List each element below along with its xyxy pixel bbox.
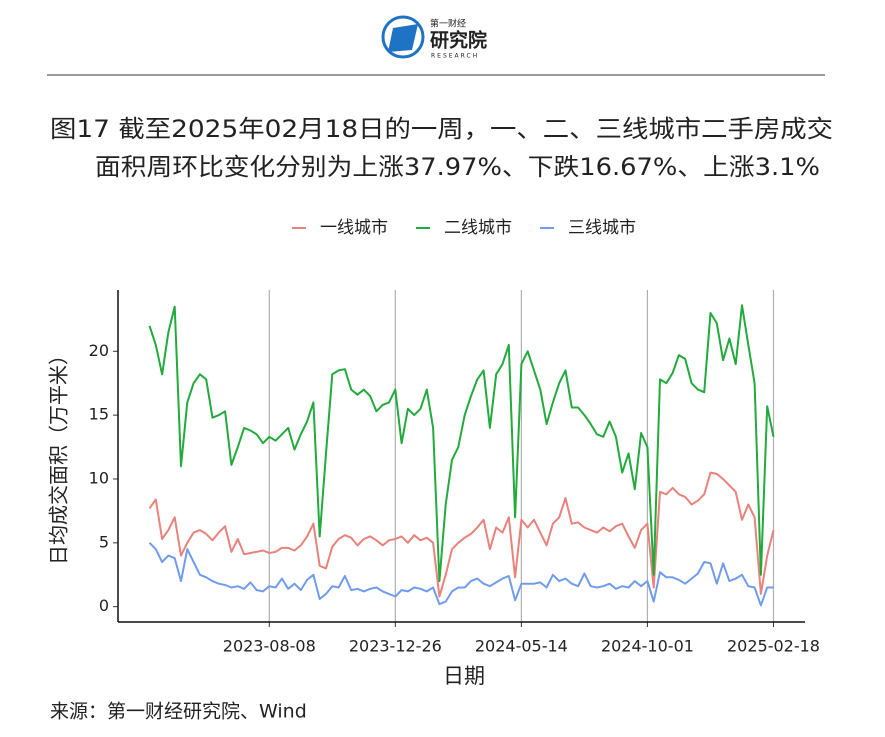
logo-mark	[388, 24, 418, 52]
legend-label: 二线城市	[444, 218, 512, 238]
y-tick-label: 20	[89, 341, 109, 360]
y-tick-label: 15	[89, 405, 109, 424]
y-tick-label: 10	[89, 468, 109, 487]
x-axis-label: 日期	[443, 664, 485, 688]
logo-text: RESEARCH	[431, 53, 479, 60]
title: 图17 截至2025年02月18日的一周，一、二、三线城市二手房成交	[50, 115, 833, 143]
logo-ring	[381, 15, 425, 59]
y-tick-label: 0	[99, 596, 109, 615]
logo-text: 研究院	[430, 29, 487, 52]
x-tick-label: 2023-08-08	[223, 637, 316, 656]
series-line	[148, 471, 775, 598]
y-tick-label: 5	[99, 532, 109, 551]
legend-label: 三线城市	[568, 218, 636, 238]
x-tick-label: 2025-02-18	[727, 637, 820, 656]
source: 来源：第一财经研究院、Wind	[50, 701, 307, 723]
title: 面积周环比变化分别为上涨37.97%、下跌16.67%、上涨3.1%	[95, 153, 820, 181]
x-tick-label: 2024-05-14	[475, 637, 568, 656]
series-line	[148, 542, 774, 607]
y-axis-label: 日均成交面积（万平米）	[47, 345, 71, 565]
logo: 第一财经 研究院 RESEARCH	[381, 15, 487, 60]
x-tick-label: 2023-12-26	[349, 637, 442, 656]
legend-label: 一线城市	[320, 218, 388, 238]
logo-text: 第一财经	[430, 18, 466, 30]
x-tick-label: 2024-10-01	[601, 637, 694, 656]
series-line	[148, 304, 775, 583]
